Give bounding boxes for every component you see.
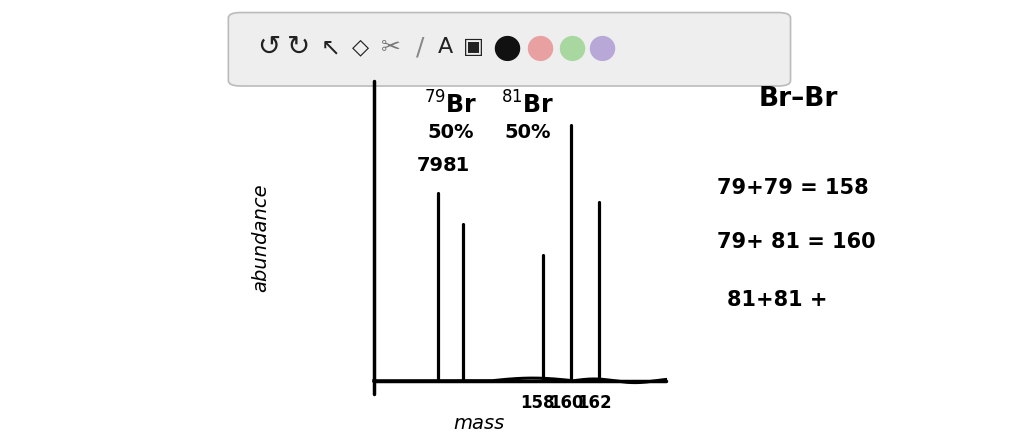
FancyBboxPatch shape (228, 13, 791, 86)
Text: 160: 160 (549, 394, 584, 412)
Text: ●: ● (588, 30, 616, 64)
Text: ●: ● (557, 30, 586, 64)
Text: 50%: 50% (427, 123, 474, 142)
Text: ↻: ↻ (288, 33, 310, 61)
Text: 79: 79 (417, 156, 443, 175)
Text: $^{79}$Br: $^{79}$Br (424, 92, 477, 119)
Text: ●: ● (525, 30, 554, 64)
Text: ●: ● (493, 30, 521, 64)
Text: A: A (438, 37, 453, 57)
Text: 81+81 +: 81+81 + (727, 290, 827, 310)
Text: ↖: ↖ (321, 35, 341, 59)
Text: $^{81}$Br: $^{81}$Br (501, 92, 554, 119)
Text: ◇: ◇ (352, 37, 369, 57)
Text: mass: mass (454, 414, 505, 433)
Text: /: / (416, 35, 424, 59)
Text: 81: 81 (443, 156, 470, 175)
Text: 79+ 81 = 160: 79+ 81 = 160 (717, 232, 876, 252)
Text: 162: 162 (578, 394, 612, 412)
Text: ✂: ✂ (381, 35, 401, 59)
Text: ↺: ↺ (257, 33, 280, 61)
Text: 79+79 = 158: 79+79 = 158 (717, 178, 868, 198)
Text: 158: 158 (520, 394, 555, 412)
Text: abundance: abundance (252, 183, 270, 292)
Text: 50%: 50% (504, 123, 551, 142)
Text: ▣: ▣ (463, 37, 483, 57)
Text: Br–Br: Br–Br (759, 86, 839, 112)
